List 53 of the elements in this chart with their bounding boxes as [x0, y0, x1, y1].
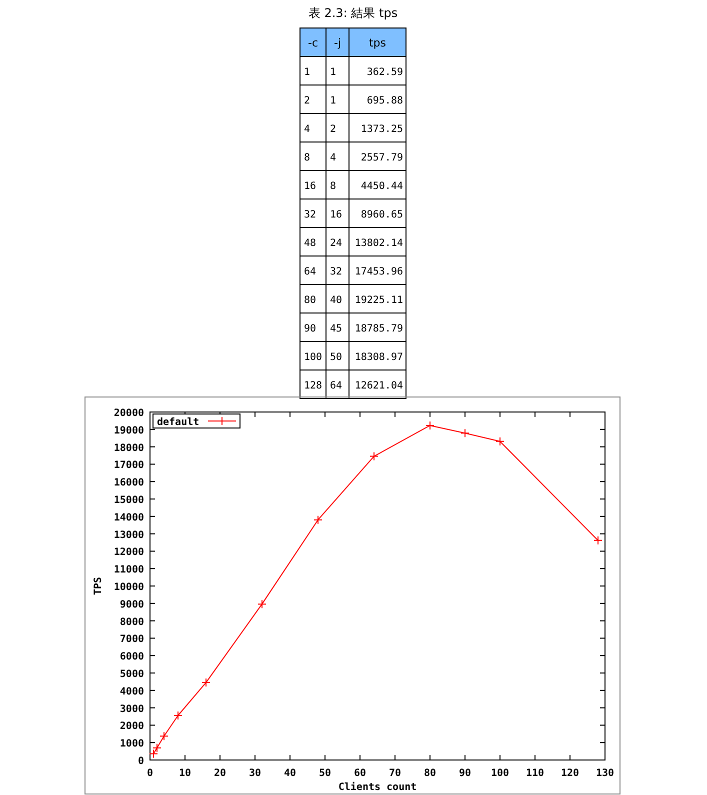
point — [594, 536, 602, 545]
y-axis-title: TPS — [93, 576, 104, 596]
point — [202, 678, 210, 688]
y-tick-label: 6000 — [120, 652, 144, 663]
y-tick-label: 12000 — [114, 547, 144, 558]
point — [496, 436, 504, 446]
point — [152, 743, 162, 752]
y-tick-label: 4000 — [120, 686, 144, 698]
y-tick-label: 5000 — [120, 669, 144, 680]
title: 表 2.3: 結果 tps — [308, 6, 398, 20]
point — [370, 452, 378, 461]
y-tick-label: 8000 — [120, 616, 144, 628]
x-tick-label: 110 — [526, 768, 544, 779]
x-tick-label: 130 — [596, 768, 614, 779]
point — [160, 732, 168, 741]
y-tick-label: 2000 — [120, 721, 144, 732]
x-tick-label: 70 — [388, 768, 402, 779]
x-tick-label: 0 — [146, 768, 154, 779]
y-tick-label: 18000 — [114, 442, 144, 454]
y-tick-label: 1000 — [120, 738, 144, 750]
point — [426, 420, 434, 430]
point — [258, 600, 266, 609]
y-tick-label: 9000 — [120, 599, 144, 610]
x-tick-label: 90 — [458, 768, 472, 779]
x-tick-label: 20 — [214, 768, 226, 779]
x-tick-label: 60 — [354, 768, 366, 779]
y-tick-label: 14000 — [114, 512, 144, 524]
y-tick-label: 19000 — [114, 425, 144, 436]
y-tick-label: 3000 — [120, 704, 144, 715]
x-tick-label: 50 — [318, 768, 332, 779]
y-tick-label: 11000 — [114, 564, 144, 576]
y-tick-label: 10000 — [114, 582, 144, 593]
x-tick-label: 30 — [248, 768, 262, 779]
point — [314, 515, 322, 524]
legend-label: default — [157, 417, 200, 428]
y-tick-label: 0 — [138, 756, 144, 767]
x-axis-title: Clients count — [338, 781, 417, 793]
y-tick-label: 15000 — [114, 495, 144, 506]
x-tick-label: 80 — [424, 768, 436, 779]
point — [460, 428, 470, 438]
y-tick-label: 13000 — [114, 530, 144, 541]
y-tick-label: 7000 — [120, 634, 144, 646]
point — [149, 749, 158, 758]
x-tick-label: 120 — [560, 768, 580, 779]
table: -c -j tps 1 1 362.59 2 1 695.88 4 2 1373.25 8 4 2557.79 16 8 4450.44 32 16 8960.65 48 24 13802.14 64 32 17453.96 80 40 19225.11 90 45 18785.79 100 50 18308.97 128 64 12621.04 — [300, 28, 406, 399]
x-tick-label: 100 — [490, 768, 510, 779]
point — [174, 710, 182, 720]
y-tick-label: 20000 — [114, 408, 144, 419]
y-tick-label: 17000 — [114, 460, 144, 472]
x-tick-label: 10 — [178, 768, 192, 779]
legend: default — [152, 414, 240, 428]
x-tick-label: 40 — [284, 768, 296, 779]
y-tick-label: 16000 — [114, 478, 144, 489]
